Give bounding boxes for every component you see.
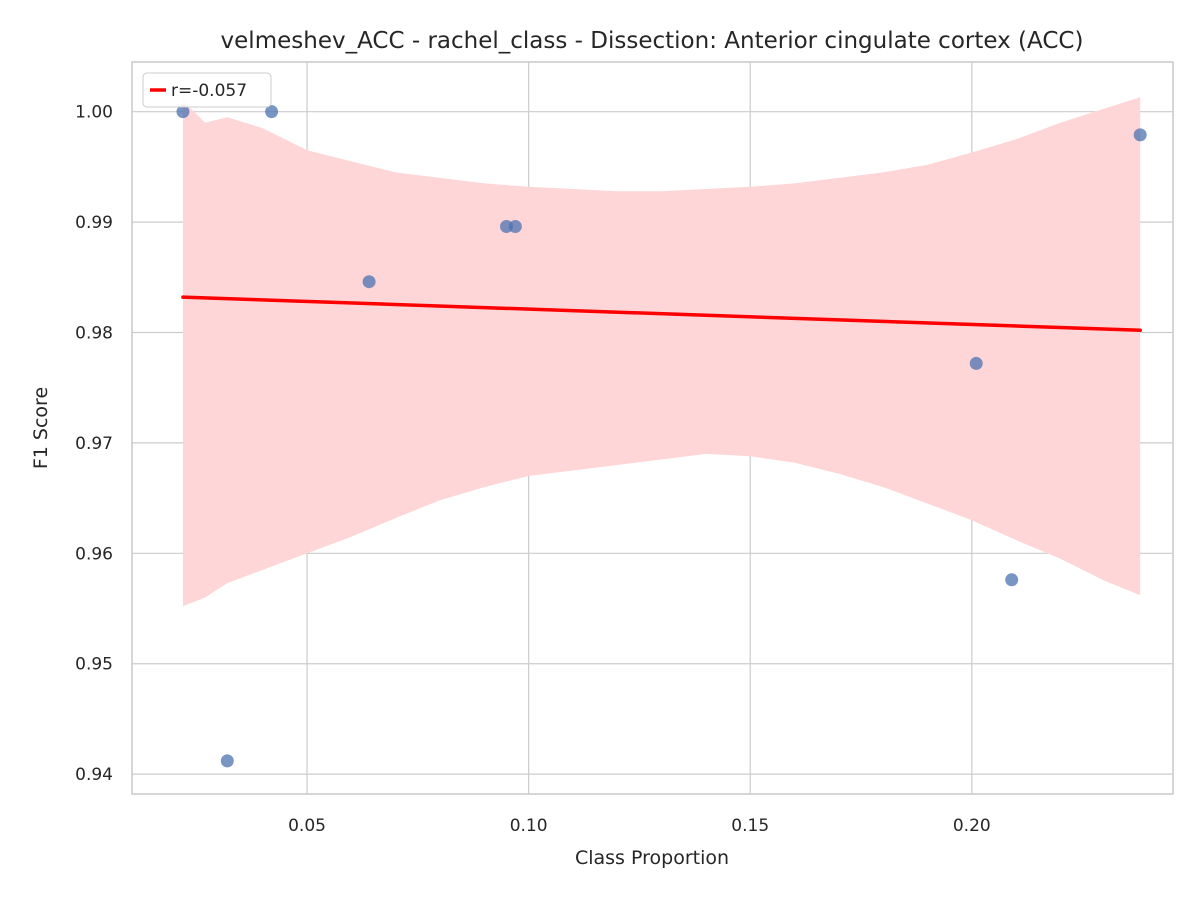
scatter-points bbox=[176, 105, 1147, 768]
x-tick-label: 0.05 bbox=[288, 816, 326, 836]
confidence-band bbox=[183, 97, 1141, 607]
scatter-point bbox=[265, 105, 279, 119]
x-tick-label: 0.10 bbox=[510, 816, 548, 836]
x-tick-labels: 0.05 0.10 0.15 0.20 bbox=[288, 816, 991, 836]
y-tick-label: 1.00 bbox=[75, 103, 113, 123]
scatter-point bbox=[220, 754, 234, 768]
x-axis-label: Class Proportion bbox=[575, 847, 729, 869]
legend: r=-0.057 bbox=[142, 72, 272, 108]
scatter-point bbox=[1133, 128, 1147, 142]
y-tick-label: 0.96 bbox=[75, 544, 113, 564]
y-tick-label: 0.97 bbox=[75, 434, 113, 454]
y-axis-label: F1 Score bbox=[30, 387, 52, 469]
y-tick-labels: 0.94 0.95 0.96 0.97 0.98 0.99 1.00 bbox=[75, 103, 113, 785]
y-tick-label: 0.99 bbox=[75, 213, 113, 233]
legend-label: r=-0.057 bbox=[171, 81, 247, 101]
scatter-point bbox=[176, 105, 190, 119]
plot-frame bbox=[131, 61, 1174, 795]
regression-line-layer bbox=[181, 295, 1142, 333]
legend-box bbox=[142, 72, 272, 108]
x-tick-label: 0.15 bbox=[731, 816, 769, 836]
chart-title: velmeshev_ACC - rachel_class - Dissectio… bbox=[221, 28, 1084, 54]
y-tick-label: 0.95 bbox=[75, 655, 113, 675]
y-tick-label: 0.94 bbox=[75, 765, 113, 785]
confidence-band-layer bbox=[183, 97, 1141, 607]
scatter-point bbox=[969, 356, 983, 370]
regression-line bbox=[181, 295, 1142, 333]
scatter-point bbox=[1005, 573, 1019, 587]
y-tick-label: 0.98 bbox=[75, 323, 113, 343]
scatter-point bbox=[508, 220, 522, 234]
x-tick-label: 0.20 bbox=[953, 816, 991, 836]
scatter-point bbox=[362, 275, 376, 289]
